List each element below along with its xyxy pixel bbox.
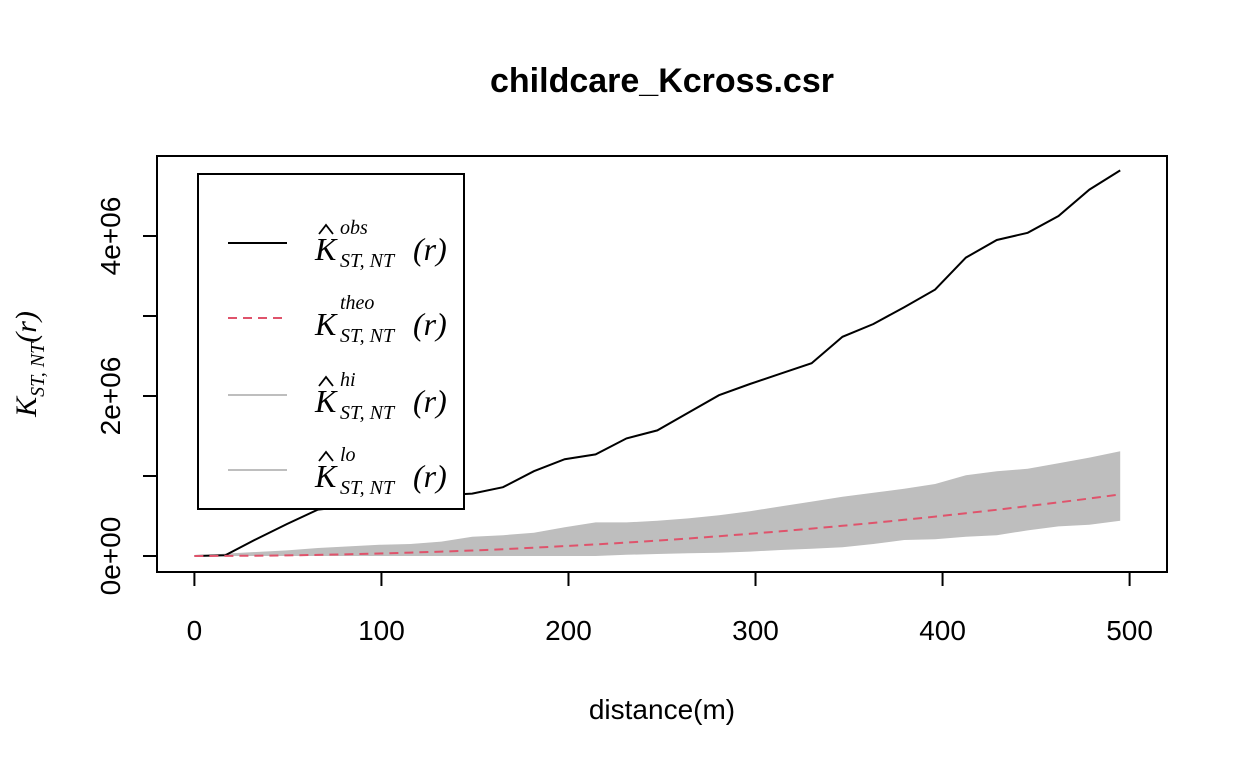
- x-tick-label: 400: [919, 615, 966, 646]
- legend-label-sub: ST, NT: [340, 250, 396, 272]
- legend-label-arg: (r): [413, 306, 447, 342]
- y-tick-label: 0e+00: [95, 517, 126, 596]
- envelope-layer: [194, 451, 1121, 556]
- legend-label-sub: ST, NT: [340, 402, 396, 424]
- legend-label-base: K: [314, 383, 338, 419]
- y-axis-label-arg: (r): [10, 311, 43, 343]
- legend-label-base: K: [314, 231, 338, 267]
- envelope-band: [194, 451, 1121, 556]
- y-axis-label-sub: ST, NT: [27, 341, 49, 397]
- hat-accent: [318, 450, 334, 462]
- y-tick-label: 2e+06: [95, 357, 126, 436]
- y-axis-label-base: K: [10, 395, 43, 418]
- legend-label-sup: obs: [340, 217, 368, 239]
- x-tick-label: 300: [732, 615, 779, 646]
- legend-item-lo: Klo ST, NT (r): [228, 444, 447, 499]
- x-tick-label: 100: [358, 615, 405, 646]
- legend-label-sup: theo: [340, 292, 374, 314]
- series-line-theo: [194, 493, 1121, 557]
- legend-box: [197, 173, 465, 510]
- legend-label-arg: (r): [413, 383, 447, 419]
- legend-label-sup: lo: [340, 444, 356, 466]
- legend-label-sub: ST, NT: [340, 325, 396, 347]
- legend-label-sub: ST, NT: [340, 477, 396, 499]
- legend-item-hi: Khi ST, NT (r): [228, 369, 447, 424]
- hat-accent: [318, 375, 334, 387]
- x-tick-label: 0: [187, 615, 203, 646]
- y-axis: 0e+00 2e+06 4e+06: [95, 197, 158, 596]
- svg-text:KST, NT(r): KST, NT(r): [10, 311, 49, 418]
- y-tick-label: 4e+06: [95, 197, 126, 276]
- x-axis: 0 100 200 300 400 500: [187, 571, 1153, 646]
- x-tick-label: 500: [1106, 615, 1153, 646]
- hat-accent: [318, 223, 334, 235]
- legend-label-arg: (r): [413, 231, 447, 267]
- legend-label-sup: hi: [340, 369, 356, 391]
- legend-label-base: K: [314, 458, 338, 494]
- chart-title: childcare_Kcross.csr: [490, 62, 834, 100]
- legend-label-base: K: [314, 306, 338, 342]
- y-axis-label: KST, NT(r): [10, 311, 49, 418]
- x-tick-label: 200: [545, 615, 592, 646]
- x-axis-label: distance(m): [589, 694, 735, 725]
- legend-label-arg: (r): [413, 458, 447, 494]
